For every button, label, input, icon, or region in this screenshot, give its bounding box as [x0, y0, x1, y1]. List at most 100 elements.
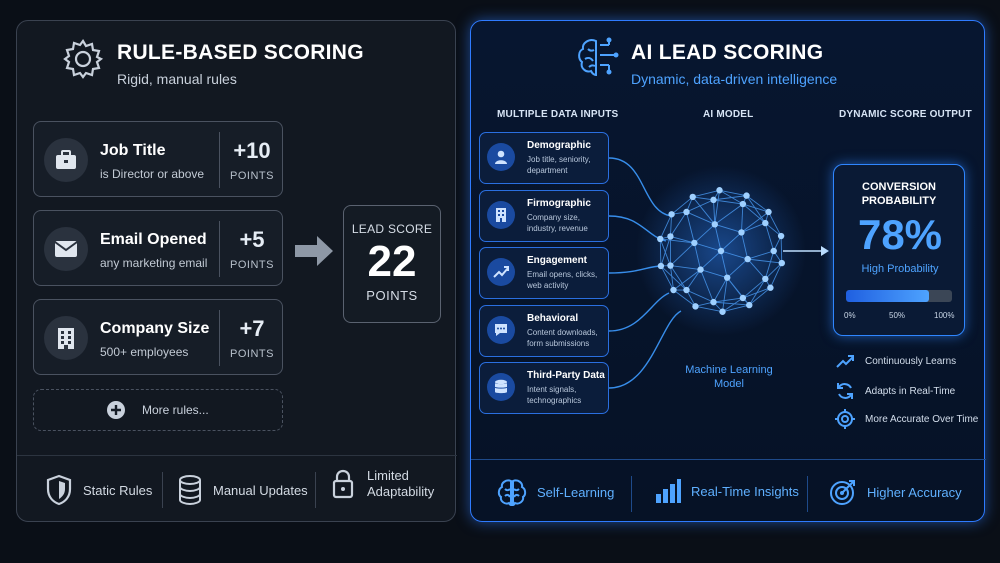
tick-50: 50% [889, 311, 906, 320]
rule-card-email-opened: Email Opened any marketing email +5 POIN… [33, 210, 283, 286]
network-edge [713, 297, 743, 303]
footer-static-rules: Static Rules [45, 474, 152, 506]
points-label: POINTS [230, 348, 274, 360]
footer-label: Higher Accuracy [867, 484, 962, 500]
network-edge [659, 238, 662, 266]
left-subtitle: Rigid, manual rules [117, 71, 237, 87]
network-edge [768, 211, 782, 237]
rule-title: Email Opened [100, 231, 207, 248]
rule-points: +5 [239, 227, 265, 252]
footer-limited-adaptability: Limited Adaptability [331, 468, 437, 500]
column-header-output: DYNAMIC SCORE OUTPUT [839, 109, 972, 120]
network-edge [670, 236, 695, 244]
points-label: POINTS [230, 259, 274, 271]
column-header-inputs: MULTIPLE DATA INPUTS [497, 109, 619, 120]
target-icon [835, 409, 855, 429]
network-edge [742, 203, 766, 224]
network-edge [741, 232, 749, 260]
input-title: Behavioral [527, 313, 579, 324]
more-rules-label: More rules... [142, 403, 209, 417]
network-edge [700, 250, 722, 270]
network-edge [686, 289, 714, 303]
network-edge [720, 232, 742, 252]
network-edge [713, 277, 728, 303]
database-icon [487, 373, 515, 401]
network-edge [741, 211, 769, 233]
output-caption: High Probability [861, 263, 939, 275]
network-edge [742, 287, 771, 299]
network-edge [713, 195, 747, 201]
rule-desc: any marketing email [100, 256, 208, 270]
rule-title: Company Size [100, 320, 210, 337]
feature-adapts-real-time: Adapts in Real-Time [835, 381, 955, 401]
network-edge [670, 265, 687, 291]
divider [631, 476, 632, 512]
lead-score-value: 22 [367, 237, 417, 286]
input-title: Firmographic [527, 198, 591, 209]
network-node [770, 247, 777, 255]
rule-points: +7 [239, 316, 265, 341]
footer-label: Static Rules [83, 482, 153, 498]
network-edge [780, 236, 783, 264]
network-edge [686, 199, 714, 213]
network-edge [741, 203, 744, 233]
network-node [739, 294, 747, 302]
person-icon [487, 143, 515, 171]
network-node [691, 239, 698, 247]
database-icon [177, 474, 203, 506]
rule-card-job-title: Job Title is Director or above +10 POINT… [33, 121, 283, 197]
input-desc: Email opens, clicks, web activity [527, 270, 598, 290]
footer-label: Manual Updates [213, 482, 308, 498]
neural-network-diagram [608, 157, 829, 389]
feature-continuously-learns: Continuously Learns [835, 353, 956, 369]
network-edge [670, 211, 687, 237]
network-edge [722, 277, 728, 312]
lock-icon [331, 468, 355, 500]
network-node [668, 211, 675, 218]
network-edge [746, 195, 766, 224]
network-node [723, 274, 731, 281]
right-subtitle: Dynamic, data-driven intelligence [631, 71, 838, 87]
envelope-icon [44, 227, 88, 271]
input-card-behavioral: Behavioral Content downloads, form submi… [479, 305, 609, 357]
network-edge [726, 258, 748, 278]
network-edge [693, 242, 701, 270]
footer-label: Real-Time Insights [691, 483, 799, 499]
divider [162, 472, 163, 508]
divider [219, 221, 220, 277]
model-label: Machine Learning Model [685, 364, 773, 390]
brain-icon [497, 478, 527, 506]
left-title: RULE-BASED SCORING [117, 41, 364, 64]
network-edge [669, 265, 674, 291]
network-edge [742, 203, 769, 213]
trend-up-icon [835, 353, 855, 369]
right-footer: Self-Learning Real-Time Insights Higher … [471, 459, 986, 524]
network-edge [713, 199, 716, 225]
network-edge [765, 262, 783, 280]
output-value: 78% [857, 211, 943, 258]
more-rules-button[interactable]: More rules... [33, 389, 283, 431]
lead-score-box: LEAD SCORE 22 POINTS [343, 205, 441, 323]
network-node [689, 193, 696, 201]
output-title: CONVERSION PROBABILITY [861, 181, 937, 207]
network-node [762, 219, 769, 227]
input-desc: Intent signals, technographics [527, 385, 582, 405]
network-edge [692, 196, 714, 201]
network-node [743, 192, 750, 199]
points-label: POINTS [230, 170, 274, 182]
network-node [683, 286, 690, 294]
network-edge [719, 189, 747, 197]
tick-0: 0% [844, 311, 856, 320]
network-edge [722, 297, 744, 313]
network-edge [747, 250, 774, 260]
network-node [711, 221, 719, 228]
network-node [670, 286, 677, 294]
network-node [744, 255, 751, 263]
network-edge [720, 250, 748, 260]
network-edge [765, 222, 782, 237]
network-edge [694, 242, 722, 252]
footer-label: Self-Learning [537, 484, 615, 500]
probability-bar-fill [846, 290, 929, 302]
arrow-right-icon [293, 233, 335, 269]
feature-more-accurate: More Accurate Over Time [835, 409, 978, 429]
